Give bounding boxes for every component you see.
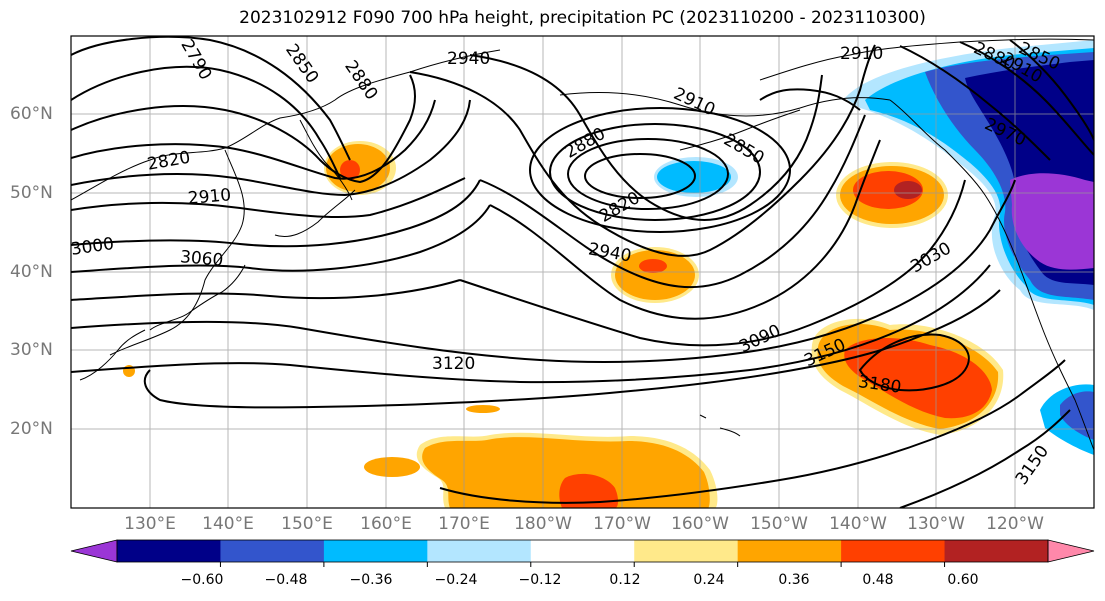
contour-label: 3060 [179, 247, 224, 271]
lon-label: 150°E [281, 514, 333, 534]
contour-label: 2940 [447, 49, 490, 69]
positive-anomaly-midpacific-orange [615, 250, 695, 300]
positive-anomaly-south-orange [422, 437, 710, 508]
colorbar-segment [944, 540, 1049, 562]
height-contours [71, 36, 1094, 508]
colorbar-segment [427, 540, 532, 562]
lat-label: 30°N [10, 340, 53, 360]
lon-label: 160°E [360, 514, 412, 534]
lon-label: 130°E [124, 514, 176, 534]
contour-label: 2910 [187, 185, 232, 209]
colorbar-tick-label: −0.48 [264, 572, 308, 588]
positive-anomaly-gulf-darkred [894, 181, 922, 199]
lon-label: 130°W [907, 514, 965, 534]
colorbar-segment [530, 540, 635, 562]
lon-label: 180°W [514, 514, 572, 534]
precip-shading [123, 40, 1094, 508]
lon-label: 170°W [593, 514, 651, 534]
colorbar-segment [220, 540, 325, 562]
positive-anomaly-small-2 [466, 405, 500, 413]
lon-label: 120°W [986, 514, 1044, 534]
colorbar-segment [737, 540, 842, 562]
lat-label: 20°N [10, 419, 53, 439]
contour-label: 3120 [432, 354, 475, 374]
colorbar-tick-label: −0.60 [180, 572, 224, 588]
lat-label: 50°N [10, 183, 53, 203]
colorbar-tick-label: −0.36 [349, 572, 393, 588]
contour-label: 2910 [840, 44, 883, 64]
colorbar-tick-label: 0.48 [862, 572, 894, 588]
lon-label: 140°E [202, 514, 254, 534]
lat-label: 40°N [10, 262, 53, 282]
colorbar-extend-low [70, 539, 118, 563]
colorbar-segment [841, 540, 946, 562]
colorbar-segment [634, 540, 739, 562]
lat-label: 60°N [10, 104, 53, 124]
lon-label: 140°W [829, 514, 887, 534]
colorbar-tick-label: 0.12 [609, 572, 641, 588]
colorbar-tick-label: −0.12 [518, 572, 562, 588]
positive-anomaly-subtropical-red [844, 338, 992, 419]
lon-label: 160°W [671, 514, 729, 534]
map-frame [70, 35, 1095, 509]
colorbar-tick-label: −0.24 [434, 572, 478, 588]
map-title: 2023102912 F090 700 hPa height, precipit… [239, 8, 926, 28]
positive-anomaly-midpacific-red [639, 259, 667, 273]
lon-label: 150°W [750, 514, 808, 534]
colorbar [70, 539, 1095, 567]
colorbar-tick-label: 0.60 [947, 572, 979, 588]
graticule [71, 36, 1094, 508]
colorbar-segment [117, 540, 221, 562]
positive-anomaly-south-red [559, 473, 619, 508]
colorbar-tick-label: 0.36 [778, 572, 810, 588]
positive-anomaly-small-1 [364, 457, 420, 477]
negative-anomaly-purple [1010, 173, 1094, 270]
positive-anomaly-japan-sea-red [340, 160, 360, 180]
lon-label: 170°E [438, 514, 490, 534]
colorbar-segment [323, 540, 428, 562]
colorbar-tick-label: 0.24 [693, 572, 725, 588]
colorbar-frame [116, 539, 1049, 563]
positive-anomaly-gulf-red [853, 171, 923, 209]
colorbar-extend-high [1047, 539, 1095, 563]
